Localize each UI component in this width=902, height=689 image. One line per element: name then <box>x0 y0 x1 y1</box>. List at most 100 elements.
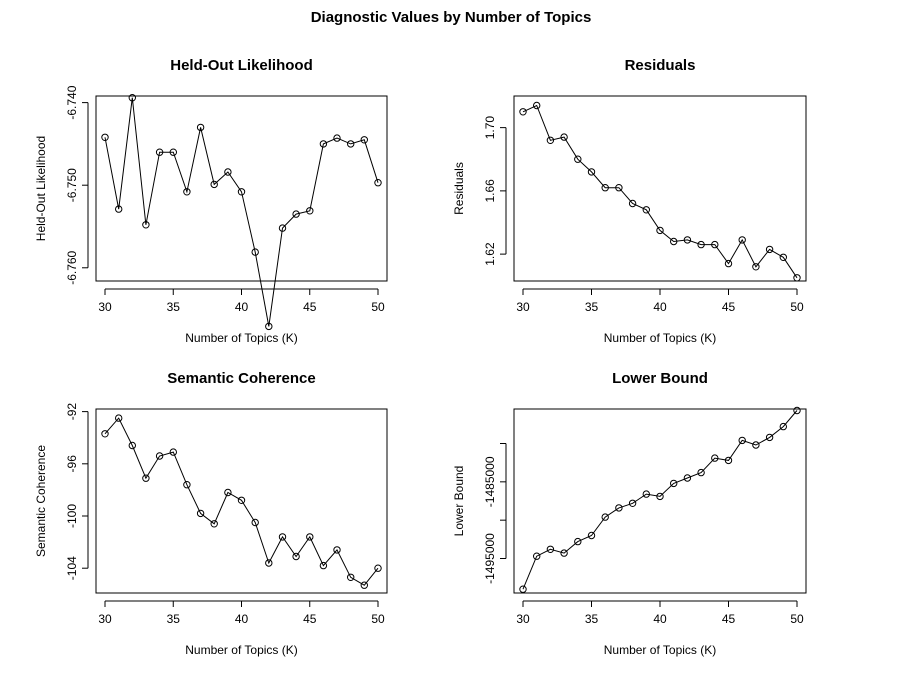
data-point <box>183 188 191 196</box>
data-point <box>670 479 678 488</box>
data-point <box>115 205 123 213</box>
x-tick-label: 30 <box>516 300 530 314</box>
data-point <box>738 236 746 244</box>
series-line <box>522 104 798 279</box>
data-point <box>670 237 678 246</box>
data-point <box>196 509 205 518</box>
data-point <box>278 533 287 541</box>
data-point <box>711 240 719 249</box>
data-point <box>183 481 191 489</box>
data-point <box>210 180 218 189</box>
data-point <box>169 448 178 456</box>
data-point <box>560 549 568 557</box>
data-point <box>793 274 801 282</box>
y-tick-label: -100 <box>65 504 79 528</box>
data-point <box>319 561 328 570</box>
x-axis-label: Number of Topics (K) <box>604 643 716 657</box>
data-point <box>251 518 259 527</box>
data-point <box>587 531 596 540</box>
data-point <box>292 210 300 218</box>
series-line <box>104 97 379 327</box>
data-point <box>615 504 623 512</box>
data-point <box>155 452 164 460</box>
data-point <box>374 564 382 572</box>
data-point <box>779 253 787 261</box>
y-tick-label: -6.760 <box>65 250 79 284</box>
x-tick-label: 40 <box>235 300 249 314</box>
series-line <box>104 417 379 586</box>
y-tick-label: 1.66 <box>483 179 497 203</box>
y-tick-label: -96 <box>65 455 79 473</box>
x-tick-label: 50 <box>790 612 804 626</box>
data-point <box>587 168 596 176</box>
x-axis-label: Number of Topics (K) <box>185 643 297 657</box>
data-point <box>265 559 273 567</box>
panel-title: Residuals <box>625 57 696 74</box>
panel-title: Held-Out Likelihood <box>170 57 313 74</box>
data-point <box>642 206 650 214</box>
data-point <box>628 499 637 507</box>
y-tick-label: 1.70 <box>483 116 497 140</box>
data-point <box>360 136 368 144</box>
data-point <box>752 441 760 449</box>
data-point <box>347 140 355 148</box>
data-point <box>142 221 150 229</box>
data-point <box>574 155 582 163</box>
data-point <box>697 468 705 477</box>
data-point <box>224 168 232 176</box>
data-point <box>306 207 314 215</box>
y-tick-label: -104 <box>65 556 79 580</box>
y-axis-label: Semantic Coherence <box>34 445 48 557</box>
data-point <box>319 140 328 148</box>
panel-lower-bound: Lower Bound 30 35 40 45 50 Number of Topics (K… <box>452 370 807 657</box>
data-point <box>347 573 355 581</box>
y-axis-label: Residuals <box>452 162 466 215</box>
y-axis-label: Lower Bound <box>452 466 466 537</box>
data-point <box>142 474 150 482</box>
data-point <box>210 520 218 528</box>
data-point <box>128 94 137 102</box>
x-axis-label: Number of Topics (K) <box>185 331 297 345</box>
data-point <box>683 236 692 244</box>
data-point <box>546 136 555 145</box>
data-point <box>333 546 341 554</box>
x-tick-label: 35 <box>167 300 181 314</box>
data-point <box>519 108 527 116</box>
data-point <box>115 414 123 422</box>
panel-title: Lower Bound <box>612 370 708 387</box>
data-point <box>574 537 582 546</box>
data-point <box>374 179 382 187</box>
data-point <box>656 226 664 235</box>
plot-frame <box>95 95 388 282</box>
data-point <box>752 263 760 271</box>
panel-title: Semantic Coherence <box>167 370 315 387</box>
x-tick-label: 30 <box>516 612 530 626</box>
y-tick-label: -6.750 <box>65 168 79 202</box>
data-point <box>656 492 664 501</box>
data-point <box>724 259 733 268</box>
plot-frame <box>95 408 388 594</box>
x-tick-label: 30 <box>98 612 112 626</box>
data-point <box>533 552 541 560</box>
plot-frame <box>513 408 807 594</box>
x-tick-label: 50 <box>371 300 385 314</box>
x-tick-label: 45 <box>722 300 736 314</box>
data-point <box>169 148 178 156</box>
y-tick-label: -1495000 <box>483 533 497 584</box>
plot-frame <box>513 95 807 282</box>
data-point <box>601 184 609 192</box>
x-tick-label: 35 <box>585 300 599 314</box>
x-tick-label: 50 <box>790 300 804 314</box>
data-point <box>155 148 164 156</box>
data-point <box>237 496 246 504</box>
data-point <box>560 133 568 141</box>
data-point <box>333 134 341 142</box>
y-tick-label: -1485000 <box>483 456 497 507</box>
data-point <box>265 322 273 331</box>
data-point <box>683 474 692 482</box>
x-tick-label: 40 <box>235 612 249 626</box>
data-point <box>738 436 746 445</box>
x-tick-label: 40 <box>653 612 667 626</box>
data-point <box>196 123 205 132</box>
